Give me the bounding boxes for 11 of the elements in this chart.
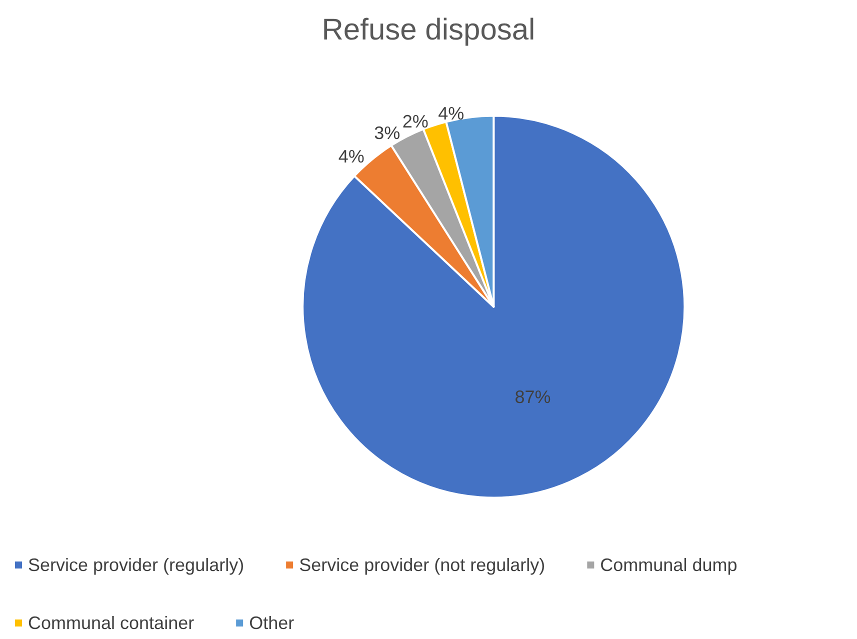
- data-label: 4%: [338, 146, 364, 166]
- data-label: 3%: [374, 122, 400, 143]
- data-label: 4%: [438, 103, 464, 124]
- data-label: 87%: [514, 387, 551, 408]
- legend-label: Service provider (regularly): [28, 555, 244, 575]
- chart-title: Refuse disposal: [322, 14, 536, 46]
- legend-label: Communal dump: [600, 555, 738, 575]
- data-label: 2%: [402, 111, 428, 132]
- legend-label: Other: [249, 613, 294, 633]
- legend-label: Service provider (not regularly): [299, 555, 546, 575]
- legend-label: Communal container: [28, 613, 194, 633]
